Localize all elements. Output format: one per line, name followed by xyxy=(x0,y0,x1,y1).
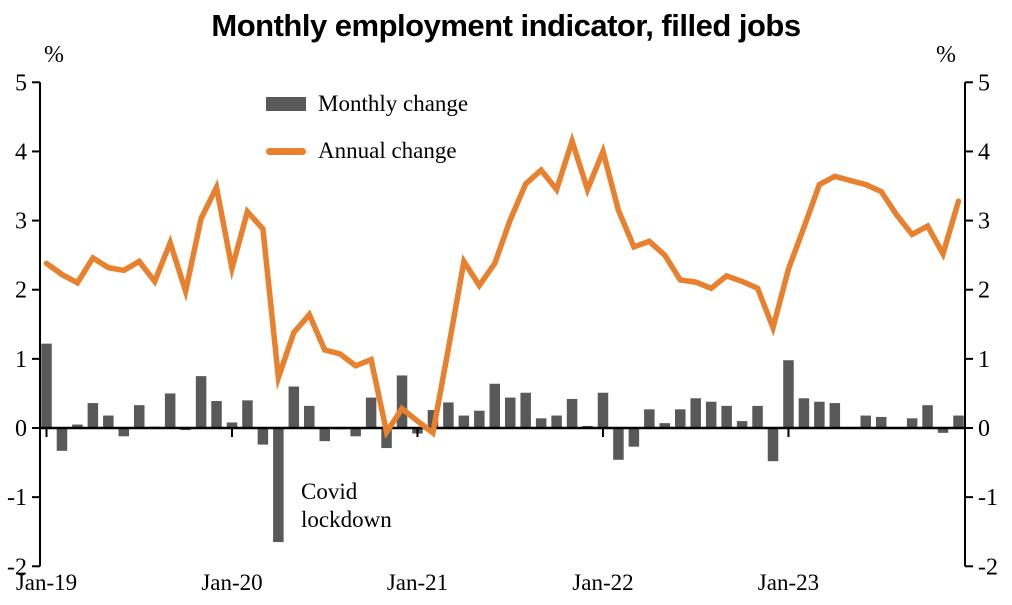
x-axis-label: Jan-19 xyxy=(16,570,77,595)
monthly-change-bar xyxy=(953,415,964,428)
monthly-change-bar xyxy=(504,397,516,428)
monthly-change-bar xyxy=(721,405,732,428)
monthly-change-bar xyxy=(41,343,52,428)
monthly-change-bar xyxy=(767,428,779,462)
monthly-change-bar xyxy=(597,392,609,428)
legend-label: Annual change xyxy=(318,138,457,163)
monthly-change-bar xyxy=(56,428,68,451)
y-axis-unit-left: % xyxy=(44,42,64,68)
legend-item-annual-change: Annual change xyxy=(266,137,468,165)
monthly-change-bar xyxy=(922,405,933,428)
monthly-change-bar xyxy=(474,410,485,428)
y-tick-label-left: -2 xyxy=(7,554,27,580)
monthly-change-bar xyxy=(118,428,130,437)
monthly-change-bar xyxy=(72,424,83,428)
chart-title: Monthly employment indicator, filled job… xyxy=(211,8,801,43)
monthly-change-bar xyxy=(829,403,841,428)
monthly-change-bar xyxy=(535,418,547,428)
monthly-change-bar xyxy=(705,401,717,428)
monthly-change-bar xyxy=(875,416,887,428)
y-tick-label-left: -1 xyxy=(7,485,27,511)
monthly-change-bar xyxy=(211,401,222,428)
monthly-change-bar xyxy=(860,415,872,428)
monthly-change-bar xyxy=(798,398,810,428)
y-tick-label-left: 5 xyxy=(15,70,27,96)
monthly-change-bar xyxy=(304,405,315,428)
monthly-change-bar xyxy=(87,403,99,428)
x-axis-label: Jan-21 xyxy=(387,570,448,595)
monthly-change-bar xyxy=(133,405,145,428)
annual-change-line xyxy=(43,132,962,440)
covid-lockdown-annotation: Covid lockdown xyxy=(301,478,392,534)
monthly-change-bar xyxy=(489,383,501,428)
y-tick-label-right: 0 xyxy=(978,416,990,442)
monthly-change-swatch xyxy=(266,97,306,111)
monthly-change-bar xyxy=(195,376,207,428)
monthly-change-bar xyxy=(396,375,408,428)
y-tick-label-right: 1 xyxy=(978,347,990,373)
monthly-change-bar xyxy=(613,428,624,460)
y-tick-label-left: 3 xyxy=(15,209,27,235)
monthly-change-bar xyxy=(242,400,253,428)
y-tick-label-right: 3 xyxy=(978,209,990,235)
x-axis-label: Jan-23 xyxy=(758,570,819,595)
y-tick-label-right: 4 xyxy=(978,139,990,165)
monthly-change-bar xyxy=(566,398,578,428)
monthly-change-bar xyxy=(520,392,531,428)
monthly-change-bar xyxy=(783,360,794,428)
y-tick-label-right: -2 xyxy=(978,554,998,580)
monthly-change-bar xyxy=(736,421,748,428)
monthly-change-bar xyxy=(644,409,655,428)
y-tick-label-left: 1 xyxy=(15,347,27,373)
monthly-change-bar xyxy=(164,393,176,428)
x-axis-label: Jan-22 xyxy=(572,570,633,595)
legend: Monthly change Annual change xyxy=(266,90,468,165)
monthly-change-bar xyxy=(814,401,825,428)
monthly-change-bar xyxy=(628,428,640,447)
annotation-line2: lockdown xyxy=(301,507,392,532)
legend-item-monthly-change: Monthly change xyxy=(266,90,468,118)
y-tick-label-right: 5 xyxy=(978,70,990,96)
y-tick-label-right: -1 xyxy=(978,485,998,511)
monthly-change-bar xyxy=(906,418,918,428)
monthly-change-bar xyxy=(257,428,269,445)
monthly-change-bar xyxy=(675,409,686,428)
x-axis-label: Jan-20 xyxy=(201,570,262,595)
monthly-change-bar xyxy=(659,423,671,428)
y-tick-label-left: 4 xyxy=(15,139,27,165)
monthly-change-bar xyxy=(273,428,284,543)
monthly-change-bar xyxy=(752,405,763,428)
y-tick-label-right: 2 xyxy=(978,278,990,304)
monthly-change-bar xyxy=(365,397,377,428)
monthly-change-bar xyxy=(288,386,300,428)
monthly-change-bar xyxy=(458,415,470,428)
monthly-change-bar xyxy=(690,398,701,428)
monthly-change-bar xyxy=(319,428,330,442)
y-tick-label-left: 0 xyxy=(15,416,27,442)
monthly-change-bar xyxy=(937,428,949,433)
monthly-change-bar xyxy=(226,422,238,428)
monthly-change-bar xyxy=(381,428,392,449)
y-tick-label-left: 2 xyxy=(15,278,27,304)
monthly-change-bar xyxy=(443,402,454,428)
annotation-line1: Covid xyxy=(301,479,358,504)
monthly-change-bar xyxy=(103,415,114,428)
monthly-change-bar xyxy=(350,428,361,437)
legend-label: Monthly change xyxy=(318,91,469,116)
annual-change-swatch xyxy=(266,147,306,155)
y-axis-unit-right: % xyxy=(936,42,956,68)
monthly-change-bar xyxy=(551,415,562,428)
